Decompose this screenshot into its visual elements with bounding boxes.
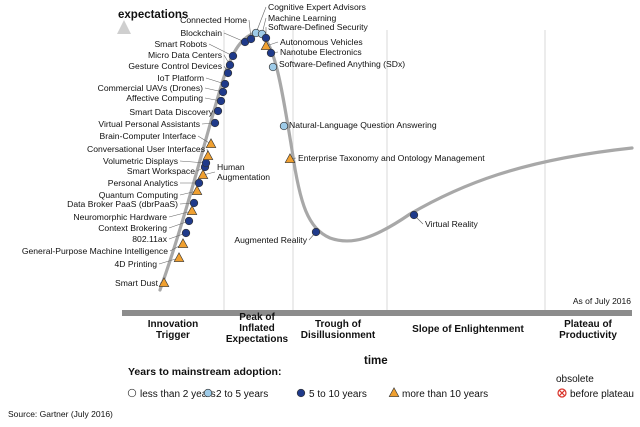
marker-802-11ax — [181, 228, 191, 238]
label-smart-robots: Smart Robots — [154, 39, 207, 49]
label-virtual-personal-assistants: Virtual Personal Assistants — [98, 119, 200, 129]
label-software-defined-security: Software-Defined Security — [268, 22, 369, 32]
label-4d-printing: 4D Printing — [114, 259, 157, 269]
legend-title: Years to mainstream adoption: — [128, 366, 281, 378]
label-commercial-uavs-drones: Commercial UAVs (Drones) — [98, 83, 204, 93]
y-axis-arrow — [117, 20, 131, 34]
marker-iot-platform — [220, 79, 230, 89]
label-virtual-reality: Virtual Reality — [425, 219, 479, 229]
label-context-brokering: Context Brokering — [98, 223, 167, 233]
label-enterprise-taxonomy-and-ontology-management: Enterprise Taxonomy and Ontology Managem… — [298, 153, 485, 163]
marker-4d-printing — [173, 252, 185, 262]
phase-dividers — [223, 30, 546, 312]
marker-software-defined-anything-sdx — [268, 62, 278, 72]
phase-peak-of-inflated-expectations: Peak of Inflated Expectations — [226, 312, 289, 345]
marker-enterprise-taxonomy-and-ontology-management — [284, 153, 296, 163]
phase-slope-of-enlightenment: Slope of Enlightenment — [412, 324, 524, 335]
marker-virtual-reality — [409, 210, 419, 220]
legend-label-2to5: 2 to 5 years — [216, 389, 268, 400]
label-neuromorphic-hardware: Neuromorphic Hardware — [73, 212, 167, 222]
legend-label-lt2: less than 2 years — [140, 389, 216, 400]
legend-marker-5to10 — [296, 388, 306, 398]
marker-quantum-computing — [191, 185, 203, 195]
legend-label-gt10: more than 10 years — [402, 389, 488, 400]
label-volumetric-displays: Volumetric Displays — [103, 156, 178, 166]
leader-volumetric-displays — [179, 160, 207, 164]
label-general-purpose-machine-intelligence: General-Purpose Machine Intelligence — [22, 246, 168, 256]
marker-augmented-reality — [311, 227, 321, 237]
source-note: Source: Gartner (July 2016) — [8, 409, 113, 419]
label-nanotube-electronics: Nanotube Electronics — [280, 47, 362, 57]
y-axis-title: expectations — [118, 9, 188, 21]
marker-affective-computing — [216, 96, 226, 106]
as-of-label: As of July 2016 — [573, 296, 631, 306]
legend-marker-2to5 — [203, 388, 213, 398]
legend-label-5to10: 5 to 10 years — [309, 389, 367, 400]
leader-cognitive-expert-advisors — [255, 6, 267, 34]
marker-micro-data-centers — [225, 60, 235, 70]
marker-brain-computer-interface — [205, 138, 217, 148]
label-gesture-control-devices: Gesture Control Devices — [128, 61, 222, 71]
label-machine-learning: Machine Learning — [268, 13, 337, 23]
technology-labels: Smart Dust 4D Printing General-Purpose Mac… — [22, 2, 485, 288]
marker-general-purpose-machine-intelligence — [177, 238, 189, 248]
marker-smart-robots — [228, 51, 238, 61]
phase-labels: Innovation Trigger Peak of Inflated Expectat… — [148, 312, 618, 345]
marker-smart-dust — [158, 277, 170, 287]
marker-context-brokering — [184, 216, 194, 226]
legend-label-obsolete-line1: obsolete — [556, 374, 594, 385]
label-personal-analytics: Personal Analytics — [108, 178, 178, 188]
legend-marker-obsolete — [557, 388, 567, 398]
label-smart-data-discovery: Smart Data Discovery — [129, 107, 213, 117]
label-human-augmentation: Human Augmentation — [217, 162, 270, 182]
label-brain-computer-interface: Brain-Computer Interface — [100, 131, 197, 141]
marker-personal-analytics — [194, 178, 204, 188]
marker-data-broker-paas-dbrpaas — [189, 198, 199, 208]
label-micro-data-centers: Micro Data Centers — [148, 50, 222, 60]
label-augmented-reality: Augmented Reality — [234, 235, 307, 245]
legend-marker-gt10 — [388, 387, 400, 397]
leader-smart-robots — [208, 43, 234, 57]
marker-natural-language-question-answering — [279, 121, 289, 131]
label-autonomous-vehicles: Autonomous Vehicles — [280, 37, 363, 47]
x-axis-band — [122, 310, 632, 316]
label-iot-platform: IoT Platform — [157, 73, 204, 83]
marker-conversational-user-interfaces — [202, 150, 214, 160]
phase-innovation-trigger: Innovation Trigger — [148, 319, 199, 341]
x-axis-title: time — [364, 355, 388, 367]
label-conversational-user-interfaces: Conversational User Interfaces — [87, 144, 205, 154]
label-cognitive-expert-advisors: Cognitive Expert Advisors — [268, 2, 366, 12]
marker-connected-home — [246, 34, 256, 44]
label-natural-language-question-answering: Natural-Language Question Answering — [289, 120, 437, 130]
marker-smart-data-discovery — [213, 106, 223, 116]
marker-neuromorphic-hardware — [186, 205, 198, 215]
label-affective-computing: Affective Computing — [126, 93, 203, 103]
marker-nanotube-electronics — [266, 48, 276, 58]
leader-neuromorphic-hardware — [168, 210, 193, 218]
label-smart-dust: Smart Dust — [115, 278, 159, 288]
label-connected-home: Connected Home — [180, 15, 247, 25]
phase-trough-of-disillusionment: Trough of Disillusionment — [301, 319, 376, 341]
phase-plateau-of-productivity: Plateau of Productivity — [559, 319, 617, 341]
marker-autonomous-vehicles — [260, 40, 272, 50]
marker-volumetric-displays — [201, 158, 211, 168]
label-802-11ax: 802.11ax — [132, 234, 167, 244]
label-data-broker-paas-dbrpaas: Data Broker PaaS (dbrPaaS) — [67, 199, 178, 209]
legend: less than 2 years 2 to 5 years 5 to 10 yea… — [127, 374, 634, 400]
marker-human-augmentation — [197, 169, 209, 179]
legend-marker-lt2 — [127, 388, 137, 398]
label-smart-workspace: Smart Workspace — [127, 166, 195, 176]
marker-virtual-personal-assistants — [210, 118, 220, 128]
label-software-defined-anything-sdx: Software-Defined Anything (SDx) — [279, 59, 405, 69]
marker-commercial-uavs-drones — [218, 87, 228, 97]
technology-markers — [158, 28, 419, 287]
label-quantum-computing: Quantum Computing — [99, 190, 179, 200]
marker-gesture-control-devices — [223, 68, 233, 78]
label-blockchain: Blockchain — [180, 28, 222, 38]
legend-label-obsolete-line2: before plateau — [570, 389, 634, 400]
